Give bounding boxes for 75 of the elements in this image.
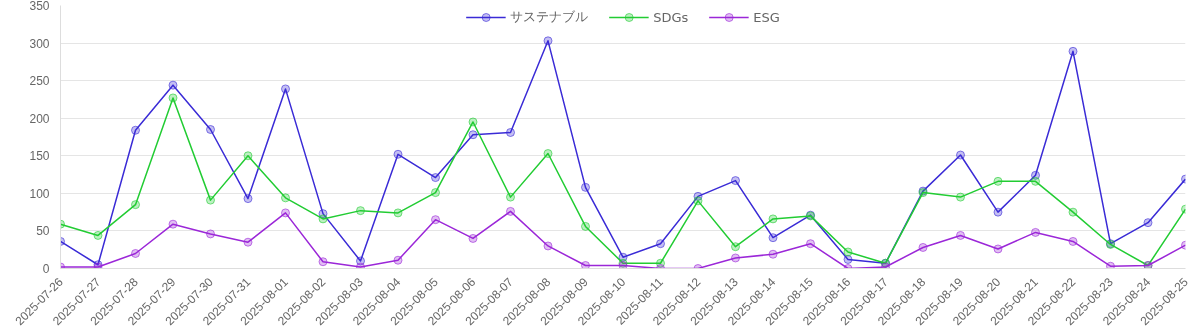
- point: [768, 249, 778, 259]
- point: [431, 173, 440, 183]
- point: [581, 221, 590, 231]
- point: [356, 206, 365, 216]
- point: [543, 149, 553, 159]
- point: [1106, 261, 1115, 269]
- point: [393, 208, 403, 218]
- point: [806, 239, 815, 249]
- point: [506, 192, 515, 202]
- point: [131, 125, 140, 135]
- point: [506, 128, 515, 137]
- y-tick-label: 150: [29, 149, 50, 164]
- point: [1031, 227, 1040, 237]
- point: [468, 130, 478, 140]
- point: [243, 237, 253, 247]
- point: [243, 194, 253, 204]
- y-tick-label: 250: [29, 74, 50, 89]
- point: [656, 239, 665, 249]
- point: [131, 248, 140, 258]
- point: [768, 233, 778, 243]
- point: [356, 262, 365, 269]
- point: [881, 262, 890, 269]
- point: [468, 117, 478, 127]
- point: [956, 192, 965, 202]
- legend-label: ESG: [753, 9, 780, 25]
- point: [993, 176, 1003, 186]
- point: [543, 36, 553, 46]
- point: [543, 241, 553, 251]
- point: [468, 233, 478, 243]
- point: [168, 219, 178, 229]
- point: [993, 207, 1003, 217]
- y-tick-label: 0: [42, 262, 50, 276]
- point: [581, 261, 590, 269]
- point: [1031, 176, 1040, 186]
- point: [918, 242, 928, 252]
- point: [581, 182, 590, 192]
- legend-label: SDGs: [653, 9, 689, 25]
- point: [206, 124, 215, 134]
- point: [843, 254, 853, 264]
- point: [731, 253, 740, 263]
- point: [281, 193, 290, 203]
- point: [731, 176, 740, 186]
- point: [93, 230, 103, 240]
- y-tick-label: 350: [29, 0, 50, 13]
- point: [318, 214, 328, 224]
- point: [843, 247, 853, 257]
- point: [393, 255, 403, 265]
- y-tick-label: 200: [29, 111, 50, 126]
- point: [131, 200, 140, 210]
- point: [281, 208, 290, 218]
- point: [168, 80, 178, 90]
- point: [281, 84, 290, 94]
- point: [318, 257, 328, 267]
- point: [693, 196, 703, 206]
- point: [956, 230, 965, 240]
- point: [206, 229, 215, 239]
- point: [431, 215, 440, 225]
- point: [956, 150, 965, 160]
- legend-label: サステナブル: [510, 8, 589, 26]
- point: [1068, 46, 1078, 56]
- point: [206, 195, 215, 205]
- point: [243, 151, 253, 161]
- point: [431, 188, 440, 198]
- point: [1143, 218, 1153, 228]
- point: [393, 149, 403, 159]
- y-tick-label: 50: [36, 224, 50, 239]
- y-tick-label: 300: [29, 36, 50, 51]
- y-tick-label: 100: [29, 186, 50, 201]
- point: [731, 242, 740, 252]
- point: [993, 244, 1003, 254]
- point: [1068, 236, 1078, 246]
- point: [1068, 207, 1078, 217]
- point: [768, 214, 778, 224]
- point: [506, 206, 515, 216]
- point: [168, 93, 178, 103]
